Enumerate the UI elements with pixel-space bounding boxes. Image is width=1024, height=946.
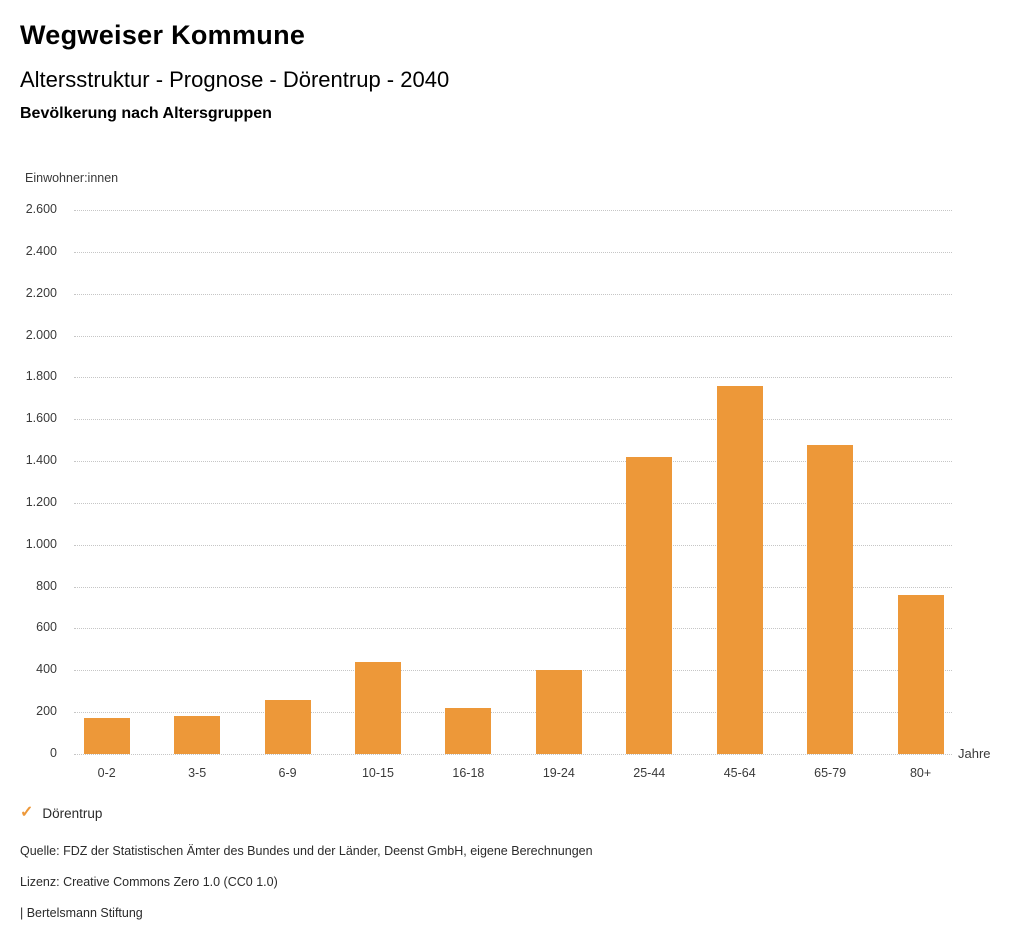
gridline-2.000 — [74, 335, 952, 337]
gridline-2.400 — [74, 251, 952, 253]
x-tick-label-0-2: 0-2 — [97, 766, 116, 780]
bar-65-79[interactable] — [807, 445, 854, 754]
page-subtitle: Altersstruktur - Prognose - Dörentrup - … — [20, 67, 450, 92]
source-text: Quelle: FDZ der Statistischen Ämter des … — [20, 844, 593, 858]
x-tick-label-45-64: 45-64 — [723, 766, 756, 780]
x-tick-label-16-18: 16-18 — [452, 766, 485, 780]
gridline-0 — [74, 754, 952, 755]
gridline-800 — [74, 586, 952, 588]
bar-6-9[interactable] — [264, 699, 311, 754]
gridline-2.600 — [74, 210, 952, 211]
y-tick-label-2.400: 2.400 — [25, 243, 57, 258]
y-tick-label-0: 0 — [50, 746, 57, 760]
gridline-1.200 — [74, 502, 952, 504]
y-tick-label-1.800: 1.800 — [25, 369, 57, 384]
bar-25-44[interactable] — [626, 456, 673, 754]
chart-heading: Bevölkerung nach Altersgruppen — [20, 105, 272, 122]
bar-16-18[interactable] — [445, 707, 492, 754]
y-tick-label-1.400: 1.400 — [25, 453, 57, 468]
y-tick-label-200: 200 — [36, 704, 57, 719]
gridline-2.200 — [74, 293, 952, 295]
check-icon: ✓ — [20, 804, 34, 821]
y-tick-label-800: 800 — [36, 578, 57, 593]
y-tick-label-600: 600 — [36, 620, 57, 635]
x-axis-title: Jahre — [958, 746, 991, 761]
gridline-1.000 — [74, 544, 952, 546]
legend-item-label: Dörentrup — [42, 805, 103, 821]
page-title: Wegweiser Kommune — [20, 20, 306, 50]
y-axis-title: Einwohner:innen — [25, 171, 119, 185]
y-tick-label-2.600: 2.600 — [25, 202, 57, 216]
y-tick-label-2.000: 2.000 — [25, 327, 57, 342]
y-tick-label-400: 400 — [36, 662, 57, 677]
x-tick-label-6-9: 6-9 — [278, 766, 297, 780]
gridline-400 — [74, 670, 952, 672]
y-tick-label-2.200: 2.200 — [25, 285, 57, 300]
bar-3-5[interactable] — [174, 716, 221, 754]
x-tick-label-65-79: 65-79 — [814, 766, 847, 780]
x-tick-label-10-15: 10-15 — [361, 766, 394, 780]
gridline-200 — [74, 712, 952, 714]
bar-19-24[interactable] — [535, 670, 582, 754]
bar-10-15[interactable] — [354, 661, 401, 754]
x-tick-label-80+: 80+ — [909, 766, 932, 780]
gridline-600 — [74, 628, 952, 630]
y-tick-label-1.200: 1.200 — [25, 494, 57, 509]
gridline-1.400 — [74, 461, 952, 463]
y-tick-label-1.600: 1.600 — [25, 411, 57, 426]
bar-0-2[interactable] — [83, 718, 130, 754]
y-tick-label-1.000: 1.000 — [25, 536, 57, 551]
attribution-text: | Bertelsmann Stiftung — [20, 906, 143, 920]
legend-item-doerentrup[interactable]: ✓ Dörentrup — [20, 804, 102, 822]
x-tick-label-25-44: 25-44 — [633, 766, 666, 780]
bar-80+[interactable] — [897, 594, 944, 754]
license-text: Lizenz: Creative Commons Zero 1.0 (CC0 1… — [20, 875, 278, 889]
gridline-1.800 — [74, 377, 952, 379]
gridline-1.600 — [74, 419, 952, 421]
bar-45-64[interactable] — [716, 385, 763, 754]
x-tick-label-3-5: 3-5 — [188, 766, 207, 780]
x-tick-label-19-24: 19-24 — [542, 766, 575, 780]
